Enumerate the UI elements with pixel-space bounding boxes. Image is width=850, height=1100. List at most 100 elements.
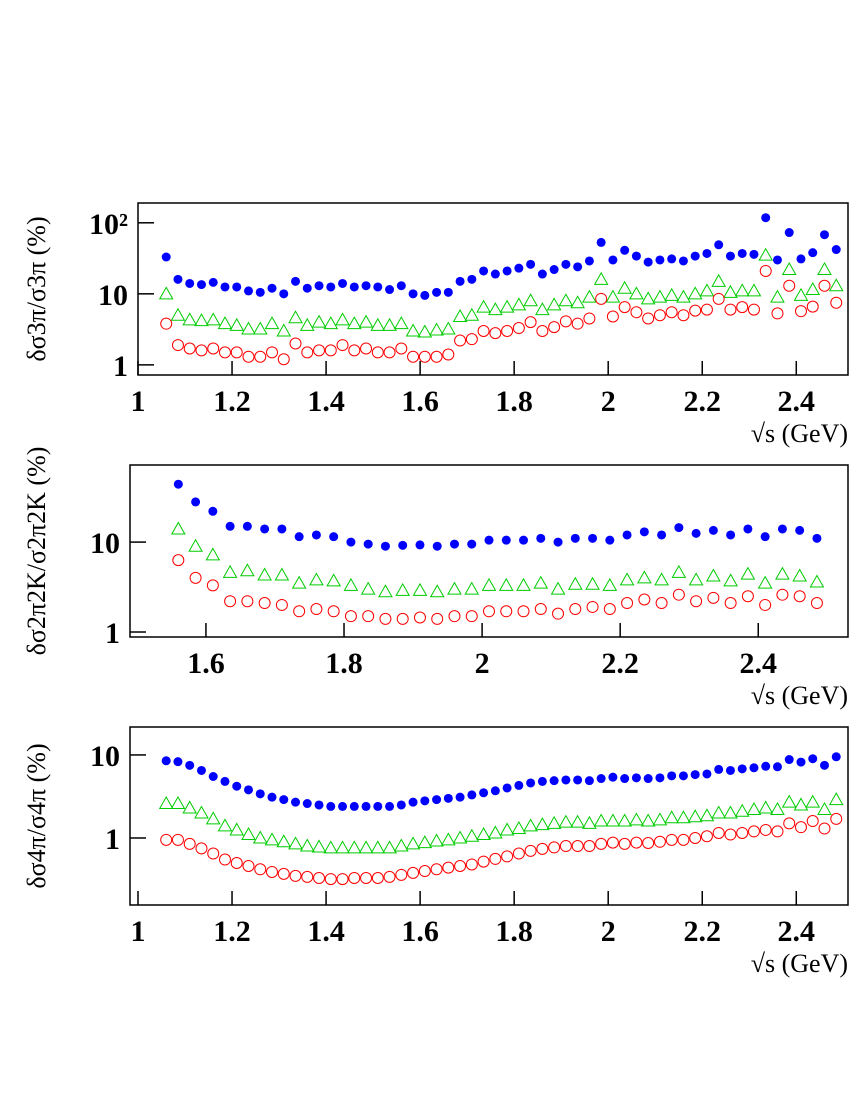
point [379,612,392,625]
point [758,800,774,814]
point [371,871,384,884]
point [370,317,386,331]
point [818,279,831,292]
point [702,248,712,258]
point [747,825,760,838]
point [309,572,324,586]
point [524,316,537,329]
point [395,868,408,881]
point [654,572,669,586]
point [240,563,255,577]
x-tick-label: 1.4 [307,385,345,418]
x-tick-label: 1.8 [495,915,533,948]
x-tick-label: 2 [601,915,616,948]
point [511,297,527,311]
point [569,603,582,616]
y-tick-label: 1 [105,617,120,650]
point [652,812,668,826]
point [302,283,312,293]
point [479,266,489,276]
point [706,568,721,582]
point [665,833,678,846]
point [653,835,666,848]
point [310,603,323,616]
point [182,800,198,814]
point [621,597,634,610]
point [452,308,468,322]
point [526,778,536,788]
point [512,847,525,860]
point [264,832,280,846]
x-tick-label: 2.4 [778,385,816,418]
point [313,871,326,884]
point [346,316,362,330]
point [534,603,547,616]
point [407,866,420,879]
y-axis-label: δσ2π2K/σ2π2K (%) [22,447,51,656]
point [761,213,771,223]
point [667,771,677,781]
x-tick-label: 2.2 [683,915,721,948]
point [828,792,844,806]
point [335,312,350,326]
x-axis-label: √s (GeV) [751,419,848,448]
point [173,479,183,489]
point [714,240,724,250]
y-axis-label: δσ4π/σ4π (%) [22,743,51,888]
point [548,321,561,334]
point [828,278,844,292]
point [618,301,631,314]
point [230,856,243,869]
point [724,828,737,841]
point [608,255,618,265]
point [759,264,772,277]
point [405,323,421,337]
point [487,825,503,839]
point [348,344,361,357]
point [749,249,759,259]
point [220,776,230,786]
point [452,830,468,844]
point [736,826,749,839]
point [783,817,796,830]
point [573,262,583,272]
x-axis-label: √s (GeV) [751,949,848,978]
point [630,306,643,319]
x-tick-label: 2 [601,385,616,418]
point [724,303,737,316]
point [723,573,738,587]
point [514,263,524,273]
x-tick-label: 1.2 [213,385,251,418]
point [393,316,409,330]
point [455,276,465,286]
point [218,853,231,866]
point [689,831,702,844]
point [301,346,314,359]
point [533,575,549,589]
point [690,595,703,608]
point [205,547,221,561]
point [276,834,292,848]
point [173,274,183,284]
point [777,524,787,534]
point [396,800,406,810]
point [418,865,431,878]
y-tick-label: 1 [113,350,128,383]
point [583,840,596,853]
point [218,346,231,359]
point [605,289,621,303]
point [523,293,538,307]
point [160,317,173,330]
point [338,278,348,288]
x-tick-label: 2.2 [683,385,721,418]
point [723,805,738,819]
point [467,539,477,549]
point [358,840,374,854]
point [655,597,668,610]
point [420,796,430,806]
point [255,789,265,799]
point [432,287,442,297]
point [267,792,277,802]
point [429,322,444,336]
point [783,279,796,292]
